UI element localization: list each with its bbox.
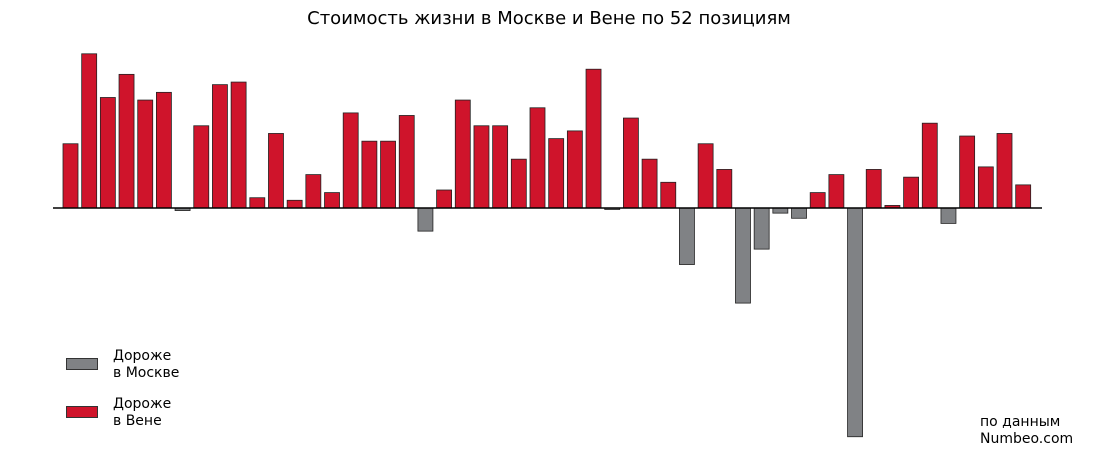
bar-37: [735, 207, 751, 304]
bar-13: [286, 199, 303, 209]
bar-35: [697, 143, 714, 209]
bar-34: [679, 207, 695, 265]
bar-12: [268, 133, 284, 209]
bar-39: [772, 207, 789, 214]
bar-50: [977, 166, 994, 209]
bar-31: [623, 117, 639, 209]
bar-32: [641, 158, 658, 209]
source-line2: Numbeo.com: [980, 431, 1074, 447]
bar-33: [660, 181, 677, 209]
bar-16: [342, 112, 359, 209]
bar-28: [566, 130, 583, 209]
bar-29: [585, 68, 602, 209]
bar-38: [753, 207, 770, 250]
bar-48: [940, 207, 957, 224]
legend-label-moscow-line1: Дороже: [113, 348, 172, 364]
bar-47: [921, 122, 938, 209]
bar-3: [99, 97, 116, 209]
bar-18: [380, 140, 396, 209]
legend-label-vienna-line2: в Вене: [113, 413, 162, 429]
bars-group: [62, 53, 1032, 438]
source-note: по данным Numbeo.com: [980, 414, 1095, 448]
bar-43: [847, 207, 863, 438]
bar-27: [548, 138, 565, 209]
bar-36: [716, 169, 733, 209]
bar-5: [137, 99, 154, 209]
bar-21: [436, 189, 453, 209]
bar-15: [324, 192, 340, 209]
bar-4: [118, 73, 135, 209]
bar-42: [828, 174, 845, 209]
legend-swatch-vienna: [66, 406, 98, 418]
bar-14: [305, 174, 322, 209]
bar-51: [996, 133, 1013, 209]
bar-1: [62, 143, 79, 209]
bar-9: [212, 84, 228, 209]
bar-22: [454, 99, 471, 209]
bar-11: [249, 197, 266, 209]
bar-41: [809, 192, 826, 209]
bar-17: [361, 140, 378, 209]
bar-19: [398, 115, 415, 209]
legend-label-vienna: Дороже в Вене: [113, 396, 233, 430]
bar-40: [791, 207, 807, 219]
bar-49: [959, 135, 976, 209]
legend-label-vienna-line1: Дороже: [113, 396, 172, 412]
bar-23: [473, 125, 490, 209]
chart-title: Стоимость жизни в Москве и Вене по 52 по…: [307, 8, 791, 29]
bar-2: [81, 53, 98, 209]
legend-label-moscow: Дороже в Москве: [113, 348, 233, 382]
legend-label-moscow-line2: в Москве: [113, 365, 180, 381]
legend-swatch-moscow: [66, 358, 98, 370]
bar-8: [193, 125, 210, 209]
bar-44: [865, 169, 882, 209]
bar-26: [529, 107, 546, 209]
bar-25: [510, 158, 527, 209]
bar-24: [492, 125, 509, 209]
bar-10: [230, 81, 247, 209]
bar-52: [1015, 184, 1032, 209]
bar-20: [417, 207, 434, 232]
bar-46: [903, 176, 919, 209]
source-line1: по данным: [980, 414, 1061, 430]
bar-6: [155, 91, 172, 209]
